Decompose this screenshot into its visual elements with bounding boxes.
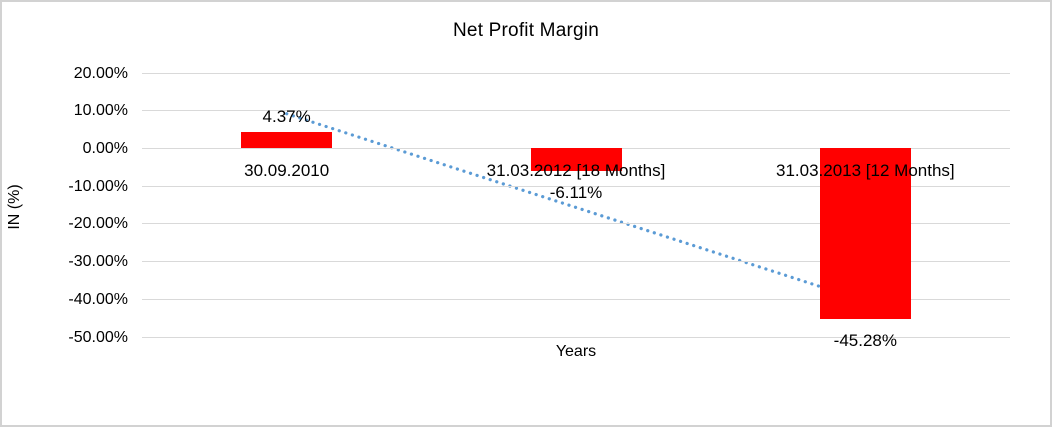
y-tick-label: -10.00% [68, 177, 128, 195]
gridline [142, 298, 1010, 300]
y-tick-label: -50.00% [68, 328, 128, 346]
gridline [142, 336, 1010, 338]
y-tick-label: -30.00% [68, 253, 128, 271]
gridline [142, 110, 1010, 112]
gridline [142, 185, 1010, 187]
y-tick-label: -20.00% [68, 215, 128, 233]
y-tick-label: 0.00% [82, 139, 128, 157]
gridline [142, 223, 1010, 225]
chart-title: Net Profit Margin [453, 20, 599, 41]
x-axis-title: Years [555, 343, 597, 360]
y-tick-label: 10.00% [73, 102, 128, 120]
x-category-label: 31.03.2012 [18 Months] [486, 161, 666, 181]
y-tick-label: -40.00% [68, 290, 128, 308]
x-category-label: 30.09.2010 [244, 161, 330, 181]
bar [241, 131, 333, 149]
bar [819, 148, 911, 320]
bar [530, 148, 622, 172]
y-axis-title: IN (%) [6, 184, 23, 230]
bar-data-label: -45.28% [833, 331, 897, 351]
bar-data-label: 4.37% [262, 106, 311, 126]
gridline [142, 72, 1010, 74]
y-tick-label: 20.00% [73, 64, 128, 82]
x-category-label: 31.03.2013 [12 Months] [776, 161, 955, 181]
gridline [142, 261, 1010, 263]
bar-data-label: -6.11% [549, 183, 603, 203]
